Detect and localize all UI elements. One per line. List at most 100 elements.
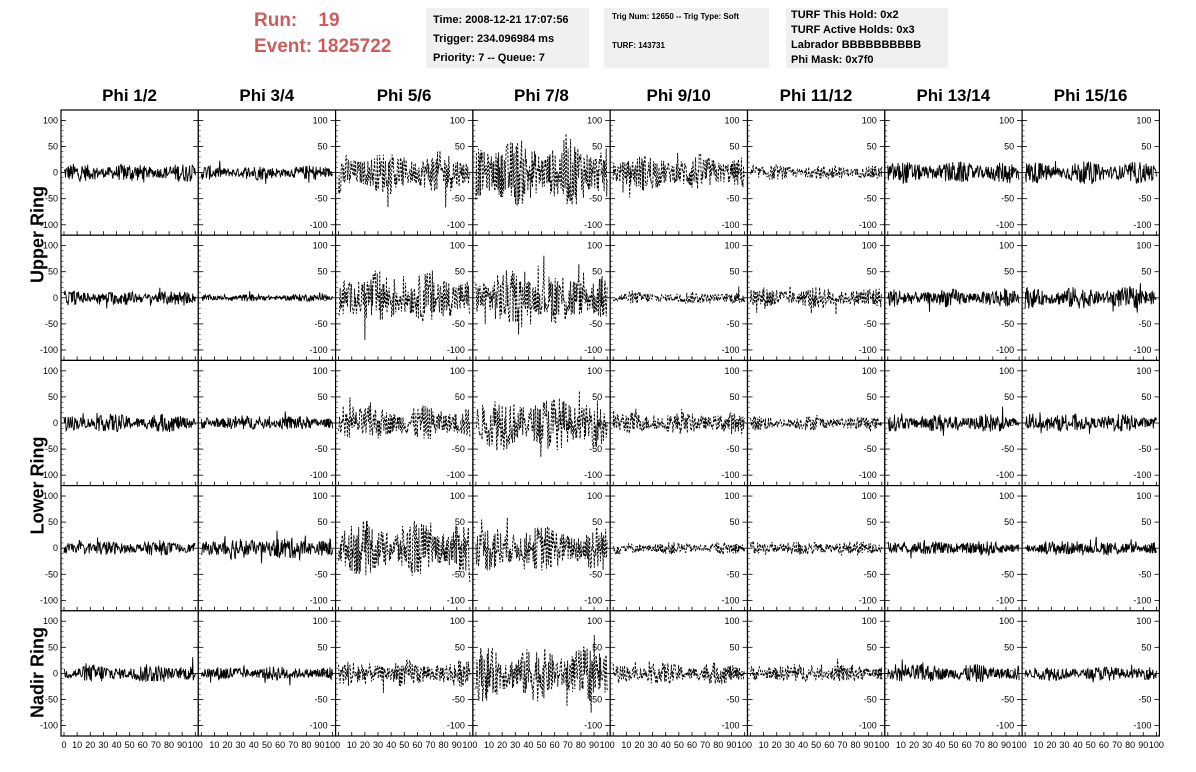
x-tick-label: 20 <box>360 740 370 750</box>
y-tick-label: 100 <box>724 616 739 626</box>
y-tick-label: -100 <box>859 470 877 480</box>
y-tick-label: -100 <box>859 721 877 731</box>
x-tick-label: 90 <box>864 740 874 750</box>
y-tick-label: 50 <box>867 267 877 277</box>
y-tick-label: 50 <box>867 517 877 527</box>
x-tick-label: 10 <box>347 740 357 750</box>
y-tick-label: 50 <box>455 267 465 277</box>
y-tick-label: 100 <box>999 115 1014 125</box>
y-tick-label: 100 <box>43 616 58 626</box>
y-tick-label: 100 <box>313 241 328 251</box>
y-tick-label: -100 <box>40 470 58 480</box>
labrador-line: Labrador BBBBBBBBBB <box>791 39 922 51</box>
waveform-trace <box>63 287 196 309</box>
y-tick-label: 50 <box>592 267 602 277</box>
waveform-trace <box>750 286 883 315</box>
x-tick-label: 80 <box>439 740 449 750</box>
y-tick-label: 100 <box>43 241 58 251</box>
x-tick-label: 40 <box>798 740 808 750</box>
x-tick-label: 10 <box>1033 740 1043 750</box>
x-tick-label: 60 <box>138 740 148 750</box>
x-tick-label: 50 <box>948 740 958 750</box>
x-tick-label: 70 <box>700 740 710 750</box>
y-tick-label: -50 <box>726 694 739 704</box>
turf-hold-line: TURF This Hold: 0x2 <box>791 9 899 21</box>
y-tick-label: 100 <box>1136 616 1151 626</box>
y-tick-label: -100 <box>584 721 602 731</box>
x-tick-label: 40 <box>935 740 945 750</box>
y-tick-label: 100 <box>450 241 465 251</box>
y-tick-label: 50 <box>48 642 58 652</box>
y-tick-label: 50 <box>1004 392 1014 402</box>
y-tick-label: 0 <box>597 668 602 678</box>
y-tick-label: -100 <box>996 470 1014 480</box>
y-tick-label: 0 <box>734 168 739 178</box>
y-tick-label: 100 <box>43 491 58 501</box>
y-tick-label: 100 <box>724 115 739 125</box>
waveform-trace <box>612 661 745 685</box>
panel-frame <box>335 109 474 236</box>
waveform-trace <box>200 160 334 184</box>
x-tick-label: 70 <box>1112 740 1122 750</box>
y-tick-label: 100 <box>587 616 602 626</box>
x-tick-label: 20 <box>497 740 507 750</box>
y-tick-label: -50 <box>1138 319 1151 329</box>
y-tick-label: 0 <box>53 418 58 428</box>
column-header: Phi 15/16 <box>1053 86 1128 105</box>
y-tick-label: -100 <box>40 345 58 355</box>
x-tick-label: 70 <box>288 740 298 750</box>
y-tick-label: -100 <box>996 595 1014 605</box>
y-tick-label: 50 <box>318 642 328 652</box>
y-tick-label: 0 <box>1009 668 1014 678</box>
x-tick-label: 90 <box>177 740 187 750</box>
y-tick-label: -100 <box>310 721 328 731</box>
y-tick-label: 100 <box>450 616 465 626</box>
x-tick-label: 20 <box>634 740 644 750</box>
y-tick-label: 50 <box>1141 267 1151 277</box>
x-tick-label: 60 <box>412 740 422 750</box>
y-tick-label: -50 <box>452 194 465 204</box>
y-tick-label: 50 <box>867 642 877 652</box>
y-tick-label: -50 <box>589 694 602 704</box>
y-tick-label: -50 <box>315 319 328 329</box>
x-tick-label: 40 <box>112 740 122 750</box>
column-header: Phi 11/12 <box>779 86 853 105</box>
waveform-trace <box>750 414 883 433</box>
y-tick-label: -100 <box>584 470 602 480</box>
y-tick-label: -100 <box>447 345 465 355</box>
waveform-trace <box>475 133 608 206</box>
event-label: Event: <box>254 36 313 57</box>
waveform-trace <box>63 657 196 683</box>
x-tick-label: 90 <box>314 740 324 750</box>
column-header: Phi 5/6 <box>376 86 432 105</box>
y-tick-label: 100 <box>999 491 1014 501</box>
y-tick-label: 0 <box>872 543 877 553</box>
y-tick-label: 100 <box>999 241 1014 251</box>
y-tick-label: -50 <box>45 569 58 579</box>
y-tick-label: 100 <box>862 241 877 251</box>
trigger-line: Trigger: 234.096984 ms <box>433 33 555 45</box>
y-tick-label: -50 <box>315 569 328 579</box>
event-value: 1825722 <box>317 36 392 57</box>
waveform-trace <box>612 286 745 305</box>
x-tick-label: 20 <box>223 740 233 750</box>
y-tick-label: 0 <box>872 418 877 428</box>
run-event-block: Run: 19 Event: 1825722 <box>254 8 391 60</box>
y-tick-label: 100 <box>1136 241 1151 251</box>
x-tick-label: 10 <box>484 740 494 750</box>
y-tick-label: 100 <box>862 115 877 125</box>
y-tick-label: -50 <box>1001 444 1014 454</box>
x-tick-label: 90 <box>726 740 736 750</box>
x-tick-label: 100 <box>462 740 477 750</box>
y-tick-label: 100 <box>724 241 739 251</box>
